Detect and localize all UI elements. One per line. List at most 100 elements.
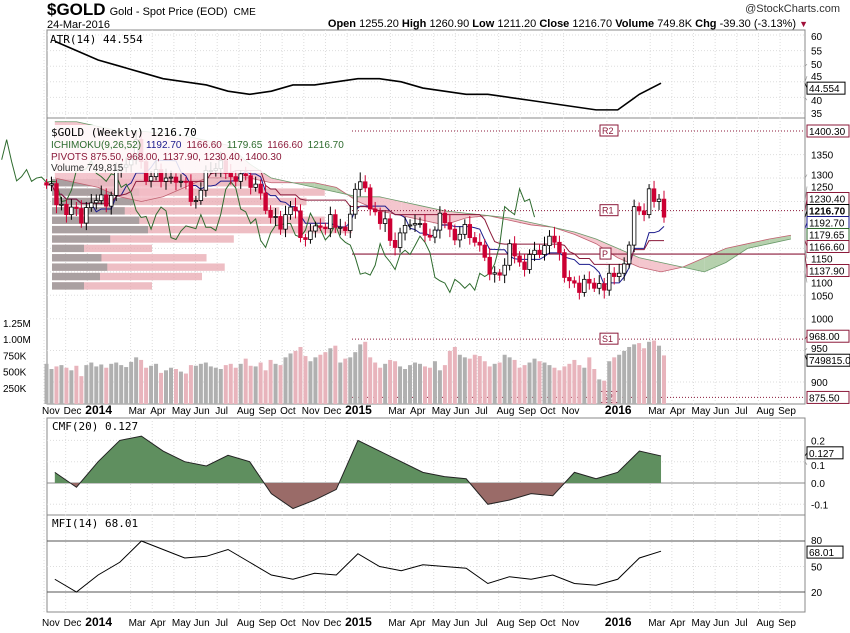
candle-body bbox=[84, 207, 89, 224]
volume-bar bbox=[188, 365, 193, 404]
volume-bar bbox=[173, 369, 178, 404]
x-tick-label: Sep bbox=[259, 618, 277, 629]
close-label: Close bbox=[539, 18, 570, 30]
volume-bar bbox=[74, 365, 79, 404]
volume-by-price-bar bbox=[52, 282, 152, 290]
ichimoku-cloud-segment bbox=[747, 239, 770, 249]
candle-body bbox=[532, 249, 537, 255]
candle-body bbox=[402, 225, 408, 234]
price-tick-label: 1050 bbox=[811, 291, 834, 302]
pivot-value: 1400.30 bbox=[809, 127, 846, 138]
volume-bar bbox=[258, 362, 263, 404]
volume-bar bbox=[482, 361, 487, 404]
ichimoku-span-a bbox=[54, 177, 791, 273]
ichimoku-legend-value: 1216.70 bbox=[308, 140, 345, 151]
candle-body bbox=[641, 210, 647, 216]
candle-body bbox=[577, 282, 582, 293]
volume-bar bbox=[164, 370, 169, 404]
volume-bar bbox=[54, 366, 59, 404]
volume-bar bbox=[427, 367, 432, 404]
down-arrow-icon: ▼ bbox=[799, 19, 808, 29]
atr-tick-label: 55 bbox=[811, 47, 823, 58]
brand-watermark[interactable]: @StockCharts.com bbox=[745, 3, 840, 15]
volume-bar bbox=[134, 357, 139, 404]
price-value: 1216.70 bbox=[809, 207, 846, 218]
candle-body bbox=[198, 189, 204, 201]
candle-body bbox=[313, 225, 318, 232]
x-tick-label: Aug bbox=[237, 406, 255, 417]
volume-bar bbox=[323, 352, 328, 404]
volume-bar bbox=[288, 353, 293, 404]
x-tick-label: Jun bbox=[713, 618, 729, 629]
volume-bar bbox=[408, 365, 413, 404]
pivot-value: 968.00 bbox=[809, 332, 840, 343]
x-tick-label: Sep bbox=[518, 618, 536, 629]
volume-by-price-bar bbox=[52, 235, 234, 243]
volume-legend: Volume 749,815 bbox=[51, 163, 124, 174]
ichimoku-legend-value: 1179.65 bbox=[227, 140, 263, 151]
price-tick-label: 1350 bbox=[811, 151, 834, 162]
volume-bar bbox=[109, 363, 114, 404]
pivot-tag: P bbox=[602, 249, 608, 259]
volume-bar bbox=[154, 363, 159, 404]
candle-body bbox=[44, 182, 49, 186]
candle-body bbox=[542, 245, 547, 255]
candle-body bbox=[442, 212, 448, 223]
volume-bar bbox=[612, 357, 617, 404]
x-tick-label: Sep bbox=[778, 406, 796, 417]
x-tick-label: 2014 bbox=[85, 403, 112, 417]
candle-body bbox=[367, 187, 373, 210]
candle-body bbox=[656, 198, 662, 202]
volume-bar bbox=[587, 357, 592, 404]
volume-bar bbox=[542, 362, 547, 404]
volume-tick-label: 1.00M bbox=[3, 335, 31, 346]
x-tick-label: 2016 bbox=[605, 403, 632, 417]
candle-body bbox=[492, 272, 497, 275]
volume-by-price-bar bbox=[52, 254, 207, 262]
volume-bar bbox=[647, 341, 652, 404]
label-leader bbox=[804, 76, 808, 82]
mfi-legend: MFI(14) 68.01 bbox=[52, 517, 138, 530]
volume-bar bbox=[218, 369, 223, 404]
volume-by-price-bar bbox=[52, 197, 307, 206]
volume-bar bbox=[233, 367, 238, 404]
ichimoku-legend: ICHIMOKU(9,26,52) bbox=[51, 140, 141, 151]
candle-body bbox=[318, 225, 323, 228]
candle-body bbox=[437, 212, 443, 231]
volume-bar bbox=[99, 364, 104, 404]
volume-bar bbox=[69, 370, 74, 404]
candle-body bbox=[278, 216, 283, 230]
x-tick-label: Aug bbox=[756, 618, 774, 629]
volume-bar bbox=[532, 358, 537, 404]
x-tick-label: Jul bbox=[475, 406, 488, 417]
candle-body bbox=[308, 230, 313, 240]
volume-bar bbox=[562, 366, 567, 404]
label-leader bbox=[804, 347, 808, 351]
x-tick-label: Nov bbox=[562, 406, 580, 417]
candle-body bbox=[397, 232, 403, 248]
pivot-value: 875.50 bbox=[809, 393, 840, 404]
title-row: $GOLD Gold - Spot Price (EOD) CME bbox=[47, 0, 256, 20]
x-tick-label: Mar bbox=[129, 406, 147, 417]
volume-bar bbox=[502, 354, 507, 404]
candle-body bbox=[607, 272, 612, 291]
volume-bar bbox=[283, 357, 288, 404]
label-leader bbox=[804, 63, 808, 67]
volume-bar bbox=[114, 362, 119, 404]
x-tick-label: Jul bbox=[735, 618, 748, 629]
mfi-value-box bbox=[806, 545, 844, 559]
x-tick-label: Jul bbox=[735, 406, 748, 417]
candle-body bbox=[59, 203, 64, 206]
x-tick-label: Aug bbox=[497, 406, 515, 417]
candle-body bbox=[283, 214, 288, 230]
volume-bar bbox=[203, 362, 208, 404]
x-tick-label: Oct bbox=[280, 406, 296, 417]
volume-bar bbox=[622, 350, 627, 404]
volume-bar bbox=[89, 362, 94, 404]
pivot-tag: R2 bbox=[602, 126, 614, 136]
cmf-positive-area bbox=[54, 436, 662, 483]
volume-bar bbox=[527, 362, 532, 404]
volume-by-price-bar bbox=[52, 244, 152, 253]
x-tick-label: Apr bbox=[670, 618, 686, 629]
